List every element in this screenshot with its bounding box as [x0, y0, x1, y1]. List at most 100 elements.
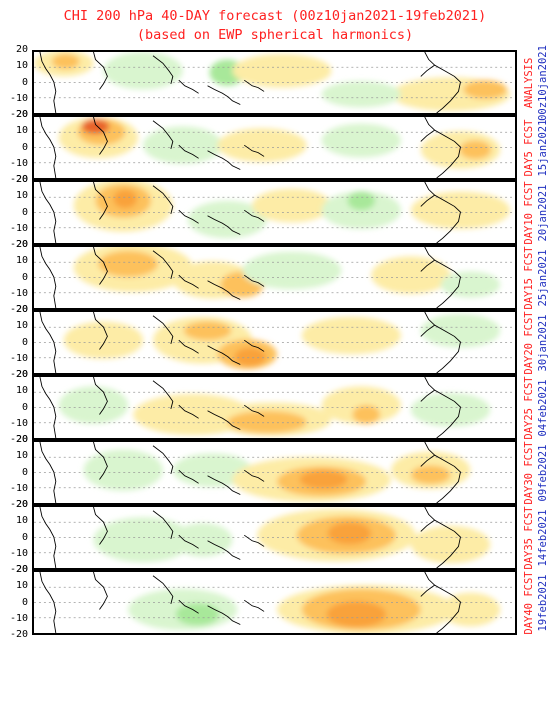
chi-map — [34, 572, 515, 633]
divergence-anomaly — [98, 250, 158, 278]
y-tick-label: 10 — [15, 60, 28, 72]
panel-date: 19feb2021 — [537, 570, 549, 635]
panel-label-text: DAY25 FCST — [523, 375, 535, 440]
y-tick-label: 20 — [15, 499, 28, 510]
forecast-panel: 20 10 0 -10 -20 DAY40 FCST 19feb2021 — [0, 565, 550, 640]
map-frame — [32, 245, 517, 310]
coastline — [420, 129, 435, 142]
divergence-anomaly — [81, 118, 110, 134]
y-tick-label: -10 — [9, 547, 28, 559]
coastline — [152, 120, 174, 150]
map-frame — [32, 570, 517, 635]
map-frame — [32, 505, 517, 570]
divergence-anomaly — [301, 316, 401, 355]
y-tick-label: -10 — [9, 92, 28, 104]
coastline — [207, 345, 241, 365]
panel-date: 09feb2021 — [537, 440, 549, 505]
coastline — [207, 85, 241, 105]
panel-date-text: 30jan2021 — [537, 314, 549, 371]
map-frame — [32, 375, 517, 440]
panel-date-text: 15jan2021 — [537, 119, 549, 176]
coastline — [178, 534, 199, 549]
coastline — [152, 510, 174, 540]
coastline — [152, 445, 174, 475]
divergence-anomaly — [463, 80, 508, 99]
panel-date-text: 00z10jan2021 — [537, 44, 549, 121]
y-tick-label: 0 — [21, 76, 28, 88]
y-tick-label: -10 — [9, 352, 28, 364]
y-tick-label: 10 — [15, 320, 28, 332]
divergence-anomaly — [327, 522, 372, 545]
y-tick-label: -10 — [9, 417, 28, 429]
coastline — [39, 52, 57, 113]
y-tick-label: -20 — [9, 564, 28, 575]
panel-label: DAY25 FCST — [523, 375, 535, 440]
panel-date-text: 04feb2021 — [537, 379, 549, 436]
convergence-anomaly — [172, 522, 233, 557]
y-tick-label: -20 — [9, 629, 28, 640]
chi-map — [34, 247, 515, 308]
coastline — [243, 599, 265, 612]
y-tick-label: 20 — [15, 369, 28, 380]
coastline — [420, 389, 435, 402]
y-tick-label: 0 — [21, 401, 28, 413]
coastline — [178, 599, 199, 614]
coastline — [39, 377, 57, 438]
panel-date: 00z10jan2021 — [537, 45, 549, 121]
coastline — [178, 469, 199, 484]
panel-label-text: DAY30 FCST — [523, 440, 535, 505]
y-tick-label: 10 — [15, 385, 28, 397]
forecast-panel: 20 10 0 -10 -20 DAY10 FCST 20jan2021 — [0, 175, 550, 250]
chi-map — [34, 312, 515, 373]
panel-label: DAY15 FCST — [523, 245, 535, 310]
coastline — [178, 339, 199, 354]
convergence-anomaly — [242, 251, 342, 290]
divergence-anomaly — [371, 256, 451, 294]
y-tick-label: 20 — [15, 239, 28, 250]
y-tick-label: -10 — [9, 612, 28, 624]
y-tick-label: 10 — [15, 580, 28, 592]
convergence-anomaly — [420, 313, 501, 348]
coastline — [39, 182, 57, 243]
convergence-anomaly — [103, 52, 183, 90]
convergence-anomaly — [347, 191, 376, 211]
map-frame — [32, 440, 517, 505]
panel-label-text: DAY10 FCST — [523, 180, 535, 245]
coastline — [420, 454, 435, 467]
coastline — [420, 584, 435, 597]
coastline — [39, 442, 57, 503]
y-tick-label: -10 — [9, 157, 28, 169]
divergence-anomaly — [183, 321, 232, 341]
convergence-anomaly — [410, 392, 491, 427]
y-tick-label: -10 — [9, 287, 28, 299]
forecast-panel: 20 10 0 -10 -20 DAY30 FCST 09feb2021 — [0, 435, 550, 510]
divergence-anomaly — [232, 53, 332, 88]
coastline — [424, 442, 461, 503]
divergence-anomaly — [352, 405, 381, 424]
panel-label-text: DAY15 FCST — [523, 245, 535, 310]
coastline — [243, 469, 265, 482]
y-tick-label: -20 — [9, 174, 28, 185]
y-tick-label: 0 — [21, 336, 28, 348]
y-tick-label: 0 — [21, 206, 28, 218]
coastline — [243, 79, 265, 92]
coastline — [152, 55, 174, 85]
y-tick-label: 10 — [15, 450, 28, 462]
coastline — [207, 215, 241, 235]
divergence-anomaly — [410, 525, 491, 564]
panel-date-text: 19feb2021 — [537, 574, 549, 631]
convergence-anomaly — [93, 517, 193, 563]
chi-map — [34, 377, 515, 438]
divergence-anomaly — [217, 128, 307, 163]
coastline — [39, 247, 57, 308]
y-tick-label: -20 — [9, 304, 28, 315]
y-tick-label: -10 — [9, 222, 28, 234]
coastline — [207, 410, 241, 430]
forecast-panel: 20 10 0 -10 -20 ANALYSIS 00z10jan2021 — [0, 45, 550, 121]
panel-label: DAY20 FCST — [523, 310, 535, 375]
coastline — [243, 404, 265, 417]
y-tick-label: -10 — [9, 482, 28, 494]
panel-date-text: 20jan2021 — [537, 184, 549, 241]
panel-label: DAY10 FCST — [523, 180, 535, 245]
map-frame — [32, 310, 517, 375]
